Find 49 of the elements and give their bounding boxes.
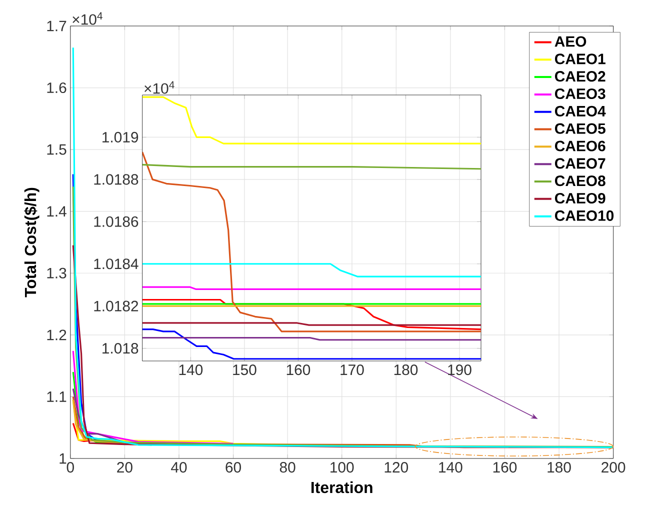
x-tick-label: 160 <box>493 462 517 473</box>
x-tick-label: 180 <box>394 364 418 376</box>
y-tick-label: 1.018 <box>102 343 138 354</box>
x-tick-label: 140 <box>439 462 462 473</box>
x-tick-label: 200 <box>602 462 626 473</box>
legend-label: CAEO5 <box>554 123 606 134</box>
x-tick-label: 40 <box>171 462 187 473</box>
y-tick-label: 1.1 <box>47 392 66 402</box>
y-tick-label: 1.0182 <box>94 300 138 312</box>
legend-label: CAEO1 <box>554 54 606 64</box>
legend-label: CAEO8 <box>554 176 606 186</box>
y-tick-label: 1 <box>60 453 66 464</box>
line-series <box>72 186 614 448</box>
text: ×10$^{4}$ <box>72 12 102 25</box>
x-tick-label: 180 <box>548 462 571 473</box>
legend-label: CAEO3 <box>554 88 606 100</box>
y-axis-title: Total Cost($/h) <box>24 188 40 298</box>
y-tick-label: 1.4 <box>47 206 66 216</box>
x-tick-label: 20 <box>117 462 132 473</box>
y-tick-label: 1.0184 <box>94 258 138 270</box>
y-tick-label: 1.0186 <box>94 216 138 227</box>
legend-label: CAEO4 <box>554 106 606 116</box>
y-tick-label: 1.5 <box>47 144 66 155</box>
x-tick-label: 60 <box>226 462 241 473</box>
x-tick-label: 140 <box>179 364 203 376</box>
y-tick-label: 1.7 <box>47 20 66 32</box>
legend-label: CAEO10 <box>554 210 614 221</box>
y-tick-label: 1.2 <box>47 330 66 340</box>
line-series <box>142 151 482 332</box>
legend-label: AEO <box>554 36 586 47</box>
annotation: ×10$^{4}$ <box>144 81 174 94</box>
x-tick-label: 120 <box>384 462 408 473</box>
legend-label: CAEO7 <box>554 158 606 169</box>
y-tick-label: 1.019 <box>102 132 138 142</box>
x-tick-label: 160 <box>286 364 310 376</box>
y-tick-label: 1.0188 <box>94 174 138 185</box>
y-tick-label: 1.3 <box>47 268 66 278</box>
x-tick-label: 0 <box>66 462 74 473</box>
y-tick-label: 1.6 <box>47 82 66 94</box>
x-axis-title: Iteration <box>311 481 372 494</box>
legend-label: CAEO6 <box>554 140 606 152</box>
x-tick-label: 80 <box>280 462 296 473</box>
legend-label: CAEO2 <box>554 71 606 82</box>
legend-label: CAEO9 <box>554 192 606 204</box>
x-tick-label: 100 <box>330 462 354 473</box>
x-tick-label: 170 <box>340 364 364 376</box>
line-series <box>72 46 614 448</box>
x-tick-label: 150 <box>233 364 256 376</box>
x-tick-label: 190 <box>448 364 472 376</box>
